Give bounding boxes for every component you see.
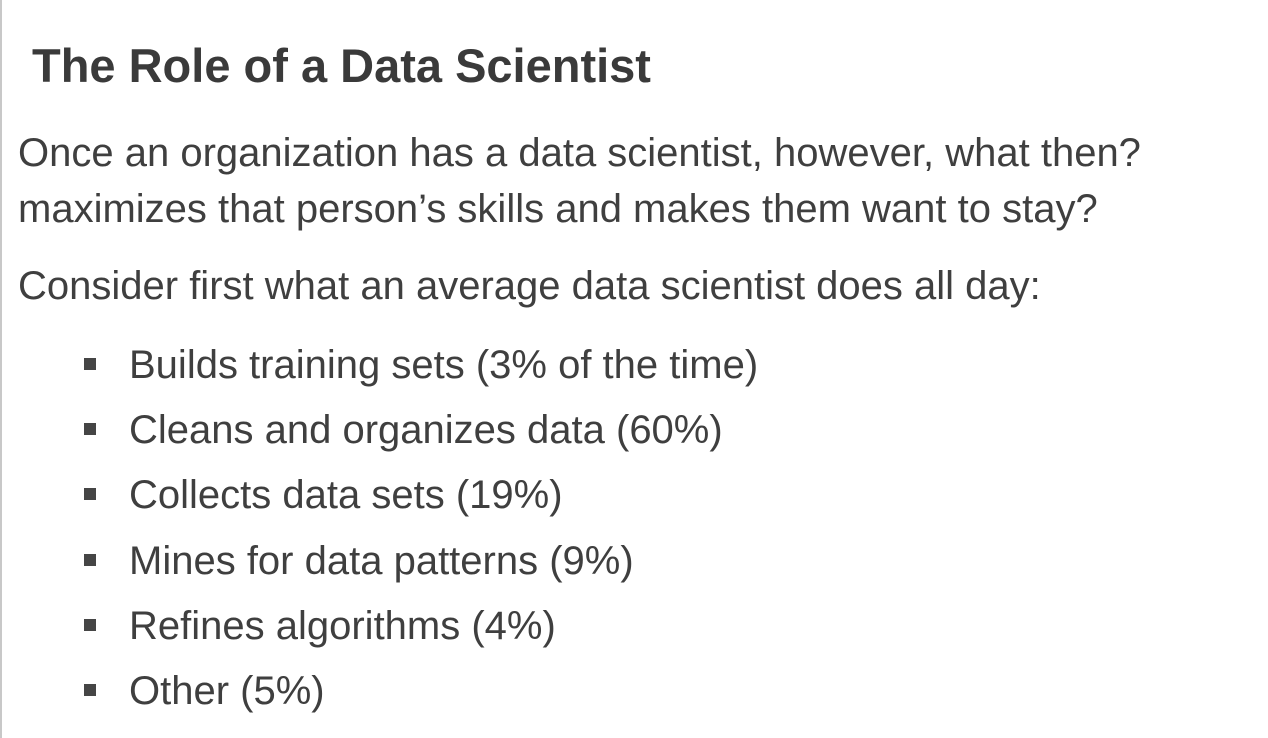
square-bullet-icon (84, 618, 96, 631)
list-item-text: Mines for data patterns (9%) (129, 538, 634, 583)
list-item-text: Other (5%) (129, 668, 325, 713)
list-item-text: Builds training sets (3% of the time) (129, 343, 759, 387)
square-bullet-icon (84, 358, 96, 370)
square-bullet-icon (84, 683, 96, 696)
paragraph-line-2: maximizes that person’s skills and makes… (18, 187, 1098, 231)
slide-title: The Role of a Data Scientist (32, 39, 651, 92)
list-item-text: Cleans and organizes data (60%) (129, 408, 723, 453)
square-bullet-icon (84, 488, 96, 501)
list-item-text: Collects data sets (19%) (129, 473, 563, 518)
list-item-text: Refines algorithms (4%) (129, 603, 556, 648)
square-bullet-icon (84, 423, 96, 436)
intro-text: Consider first what an average data scie… (18, 264, 1041, 308)
paragraph-line-1: Once an organization has a data scientis… (18, 131, 1141, 175)
square-bullet-icon (84, 553, 96, 566)
